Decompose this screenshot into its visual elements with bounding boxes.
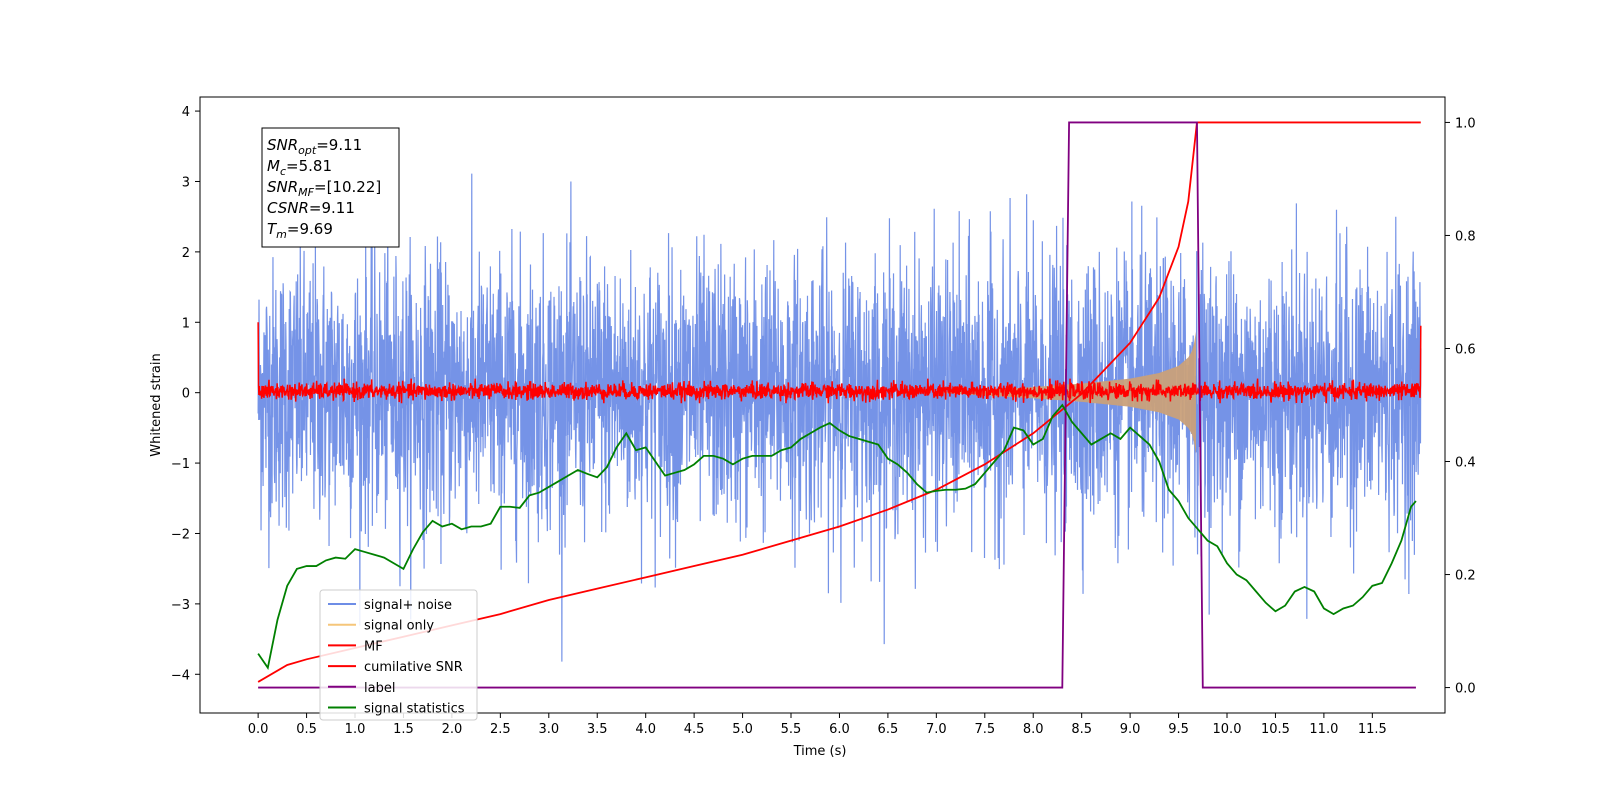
x-tick-label: 3.5 bbox=[587, 722, 608, 737]
x-tick-label: 9.5 bbox=[1168, 722, 1189, 737]
y2-tick-label: 0.6 bbox=[1455, 342, 1476, 357]
x-tick-label: 5.5 bbox=[781, 722, 802, 737]
legend-entry: cumilative SNR bbox=[364, 660, 463, 675]
x-tick-label: 1.5 bbox=[393, 722, 414, 737]
legend-frame bbox=[319, 589, 478, 721]
y2-tick-label: 1.0 bbox=[1455, 116, 1476, 131]
x-tick-label: 4.5 bbox=[684, 722, 705, 737]
legend-entry: signal statistics bbox=[364, 702, 465, 717]
legend-entry: label bbox=[364, 681, 395, 696]
y-axis-label: Whitened strain bbox=[149, 353, 164, 456]
y-tick-label: 4 bbox=[182, 105, 190, 120]
series-signal-statistics bbox=[257, 403, 1417, 671]
x-tick-label: 3.0 bbox=[538, 722, 559, 737]
x-tick-label: 0.5 bbox=[296, 722, 317, 737]
x-tick-label: 9.0 bbox=[1120, 722, 1141, 737]
x-axis-label: Time (s) bbox=[793, 744, 847, 759]
x-tick-label: 8.5 bbox=[1071, 722, 1092, 737]
y2-tick-label: 0.8 bbox=[1455, 229, 1476, 244]
y-tick-label: 2 bbox=[182, 246, 190, 261]
y2-axis: 1.0 0.8 0.6 0.4 0.2 0.0 bbox=[1445, 116, 1476, 697]
legend: signal+ noise signal only MF cumilative SNR… bbox=[319, 589, 478, 721]
y-tick-label: −4 bbox=[171, 668, 190, 683]
x-axis: 0.0 0.5 1.0 1.5 2.0 2.5 3.0 3.5 4.0 4.5 5.0 5.5 6.0 6… bbox=[248, 713, 1387, 737]
annotation-frame bbox=[261, 127, 400, 248]
annotation-line: SNRopt=9.11 bbox=[267, 136, 362, 157]
y2-tick-label: 0.4 bbox=[1455, 456, 1476, 471]
y-tick-label: −1 bbox=[171, 457, 190, 472]
x-tick-label: 11.0 bbox=[1309, 722, 1338, 737]
plot-frame bbox=[199, 96, 1446, 714]
annotation-line: CSNR=9.11 bbox=[267, 199, 355, 217]
y-tick-label: 1 bbox=[182, 316, 190, 331]
annotation-line: Mc=5.81 bbox=[267, 157, 332, 178]
series-mf bbox=[257, 322, 1422, 404]
x-tick-label: 0.0 bbox=[248, 722, 269, 737]
y-tick-label: −3 bbox=[171, 598, 190, 613]
legend-entry: signal only bbox=[364, 619, 434, 634]
annotation-line: SNRMF=[10.22] bbox=[267, 178, 381, 199]
y-tick-label: 3 bbox=[182, 175, 190, 190]
annotation-box: SNRopt=9.11Mc=5.81SNRMF=[10.22]CSNR=9.11… bbox=[261, 127, 400, 248]
x-tick-label: 6.5 bbox=[878, 722, 899, 737]
y-axis: 4 3 2 1 0 −1 −2 −3 −4 bbox=[171, 105, 200, 683]
x-tick-label: 4.0 bbox=[635, 722, 656, 737]
y-tick-label: 0 bbox=[182, 387, 190, 402]
y2-tick-label: 0.0 bbox=[1455, 682, 1476, 697]
x-tick-label: 8.0 bbox=[1023, 722, 1044, 737]
x-tick-label: 11.5 bbox=[1358, 722, 1387, 737]
x-tick-label: 5.0 bbox=[732, 722, 753, 737]
series-label bbox=[258, 121, 1416, 689]
x-tick-label: 2.5 bbox=[490, 722, 511, 737]
x-tick-label: 7.0 bbox=[926, 722, 947, 737]
x-tick-label: 7.5 bbox=[974, 722, 995, 737]
legend-entry: MF bbox=[364, 639, 383, 654]
y2-tick-label: 0.2 bbox=[1455, 569, 1476, 584]
annotation-line: Tm=9.69 bbox=[267, 220, 333, 241]
x-tick-label: 10.5 bbox=[1261, 722, 1290, 737]
x-tick-label: 10.0 bbox=[1213, 722, 1242, 737]
x-tick-label: 1.0 bbox=[345, 722, 366, 737]
x-tick-label: 2.0 bbox=[442, 722, 463, 737]
x-tick-label: 6.0 bbox=[829, 722, 850, 737]
y-tick-label: −2 bbox=[171, 527, 190, 542]
legend-entry: signal+ noise bbox=[364, 598, 452, 613]
